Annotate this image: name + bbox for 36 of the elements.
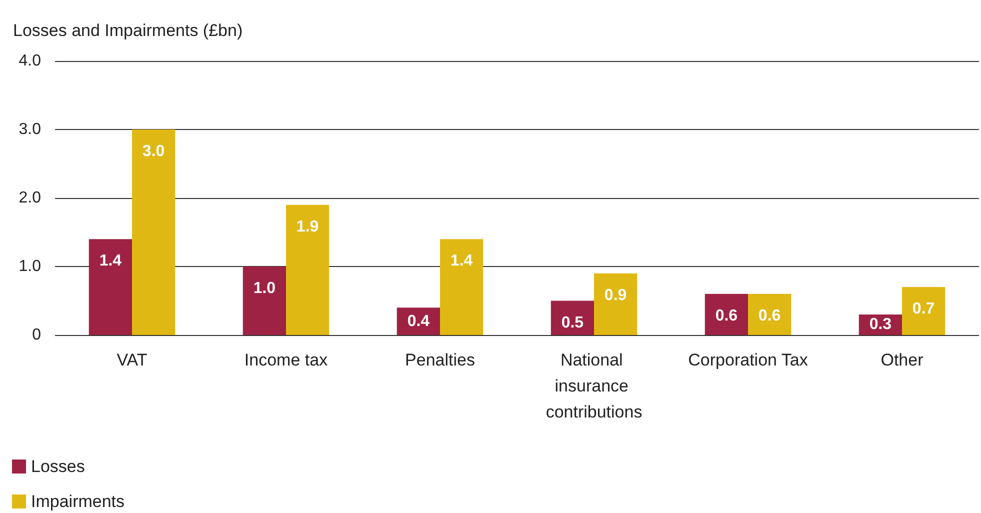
data-label: 0.3: [869, 316, 892, 334]
y-tick-label: 2.0: [18, 190, 42, 206]
x-tick-label: Corporation Tax: [688, 350, 808, 370]
y-tick-label: 4.0: [18, 52, 42, 70]
data-label: 0.6: [715, 307, 738, 324]
data-label: 1.4: [99, 252, 122, 270]
x-tick-label: VAT: [116, 350, 148, 370]
bar: [902, 287, 946, 335]
data-label: 0.7: [912, 300, 935, 318]
data-label: 0.4: [407, 312, 430, 330]
bar: [132, 130, 176, 335]
data-label: 1.4: [450, 252, 473, 270]
data-label: 0.5: [561, 314, 584, 332]
y-tick-label: 1.0: [18, 258, 42, 275]
bar: [88, 239, 132, 335]
bar: [550, 300, 594, 335]
data-label: 1.9: [296, 218, 319, 236]
bar: [440, 239, 484, 335]
legend-label: Losses: [31, 457, 85, 476]
x-tick-label: Other: [880, 350, 924, 370]
bar: [286, 204, 330, 335]
data-label: 1.0: [253, 280, 276, 297]
x-tick-label: Penalties: [405, 350, 475, 370]
data-label: 3.0: [142, 143, 165, 160]
x-tick-label: National insurance contributions: [546, 350, 642, 422]
bar: [242, 266, 286, 335]
y-tick-label: 0: [32, 326, 42, 344]
y-axis-title: Losses and Impairments (£bn): [13, 21, 243, 40]
bar: [594, 273, 638, 335]
bar: [704, 294, 748, 335]
bar: [748, 294, 792, 335]
legend-label: Impairments: [31, 492, 125, 511]
data-label: 0.6: [758, 307, 781, 324]
x-tick-label: Income tax: [244, 350, 328, 370]
y-tick-label: 3.0: [18, 121, 42, 138]
data-label: 0.9: [604, 286, 627, 304]
